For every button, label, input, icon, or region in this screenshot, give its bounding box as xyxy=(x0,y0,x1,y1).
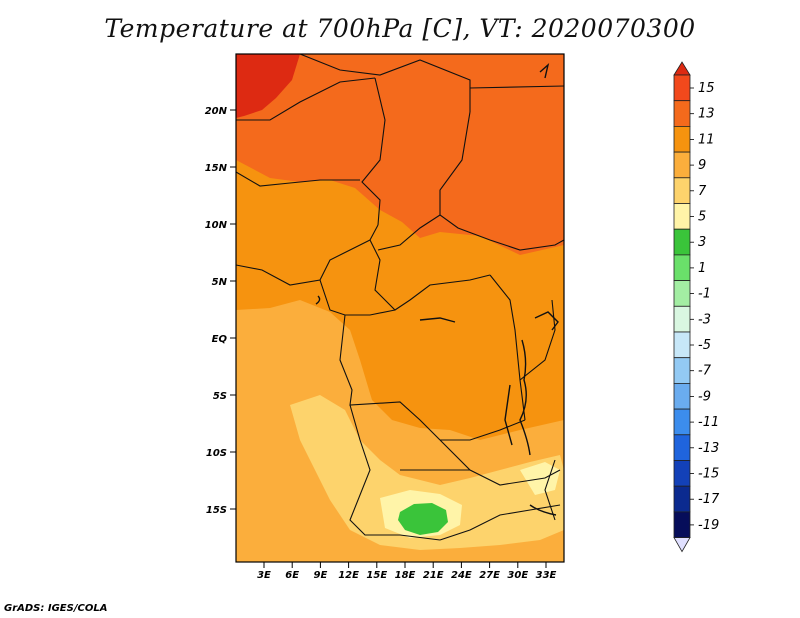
colorbar-box xyxy=(673,177,691,204)
chart-title: Temperature at 700hPa [C], VT: 202007030… xyxy=(104,14,696,43)
longitude-axis: 3E 6E 9E 12E 15E 18E 21E 24E 27E 30E 33E xyxy=(257,562,557,581)
colorbar-label: -7 xyxy=(698,364,712,379)
lon-label: 24E xyxy=(451,570,472,581)
colorbar-box xyxy=(673,100,691,127)
colorbar-label: -1 xyxy=(698,287,711,302)
country-borders xyxy=(236,54,564,541)
lon-label: 9E xyxy=(314,570,328,581)
lat-label: 15N xyxy=(205,163,228,174)
colorbar-box xyxy=(673,408,691,436)
colorbar-box xyxy=(673,74,691,102)
lat-label: 5N xyxy=(212,277,228,288)
colorbar-label: 9 xyxy=(698,158,706,173)
colorbar-bottom-arrow xyxy=(673,537,691,553)
colorbar-box xyxy=(673,228,691,256)
field-1-3 xyxy=(398,503,448,535)
colorbar-label: -13 xyxy=(698,441,719,456)
colorbar-label: 5 xyxy=(698,210,706,225)
colorbar-box xyxy=(673,126,691,153)
credit-text: GrADS: IGES/COLA xyxy=(4,603,108,614)
lon-label: 18E xyxy=(395,570,416,581)
lat-label: 5S xyxy=(213,391,227,402)
colorbar-box xyxy=(673,280,691,307)
lon-label: 12E xyxy=(338,570,359,581)
colorbar-box xyxy=(673,151,691,179)
lon-label: 21E xyxy=(423,570,444,581)
colorbar-label: -11 xyxy=(698,415,719,430)
colorbar-box xyxy=(673,460,691,487)
colorbar-box xyxy=(673,203,691,230)
field-5-7 xyxy=(290,395,564,550)
colorbar-label: -17 xyxy=(698,492,720,507)
colorbar-label: -9 xyxy=(698,389,711,404)
colorbar-label: 1 xyxy=(698,261,706,276)
colorbar-box xyxy=(673,511,691,538)
lon-label: 15E xyxy=(366,570,387,581)
colorbar-label: 13 xyxy=(698,107,715,122)
colorbar-box xyxy=(673,305,691,333)
colorbar-label: -5 xyxy=(698,338,711,353)
lon-label: 27E xyxy=(479,570,500,581)
colorbar-label: -15 xyxy=(698,467,719,482)
colorbar-top-arrow xyxy=(673,61,691,76)
temperature-field xyxy=(236,54,564,562)
colorbar-label: 3 xyxy=(698,235,706,250)
colorbar-box xyxy=(673,254,691,281)
lat-label: 10N xyxy=(205,220,228,231)
colorbar-box xyxy=(673,331,691,359)
colorbar-label: -19 xyxy=(698,518,719,533)
field-11-13 xyxy=(236,54,564,255)
lon-label: 3E xyxy=(257,570,271,581)
lat-label: 20N xyxy=(205,106,228,117)
colorbar-box xyxy=(673,382,691,410)
colorbar-label: 11 xyxy=(698,132,715,147)
lat-label: 10S xyxy=(206,448,227,459)
lon-label: 6E xyxy=(285,570,299,581)
lon-label: 30E xyxy=(507,570,528,581)
lat-label: EQ xyxy=(212,334,228,345)
colorbar-box xyxy=(673,485,691,513)
colorbar-label: 15 xyxy=(698,81,715,96)
colorbar-label: 7 xyxy=(698,184,707,199)
lon-label: 33E xyxy=(536,570,557,581)
latitude-axis: 20N 15N 10N 5N EQ 5S 10S 15S xyxy=(205,106,236,516)
colorbar-label: -3 xyxy=(698,312,711,327)
map-frame xyxy=(235,53,565,563)
lakes xyxy=(315,63,559,516)
field-13-15 xyxy=(236,54,300,118)
colorbar-box xyxy=(673,357,691,384)
colorbar: 15 13 11 9 7 5 3 1 -1 -3 -5 -7 -9 -11 -13 -15 -17 -19 xyxy=(673,61,720,553)
colorbar-box xyxy=(673,434,691,461)
lat-label: 15S xyxy=(206,505,227,516)
